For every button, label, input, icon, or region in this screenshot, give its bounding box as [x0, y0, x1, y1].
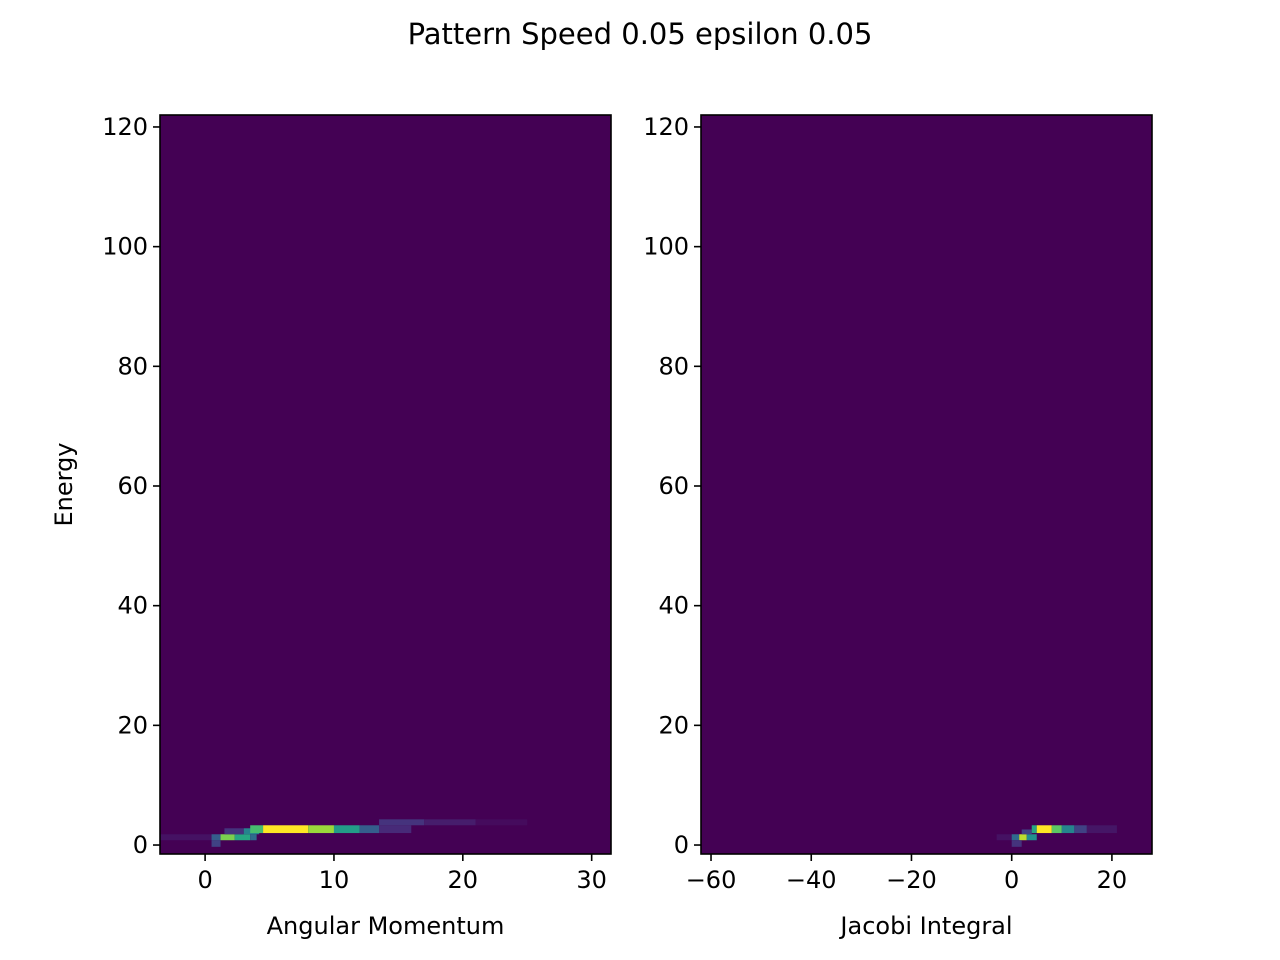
y-axis-label: Energy — [50, 442, 78, 526]
heatmap-cell — [211, 840, 221, 847]
y-tick-label: 0 — [133, 831, 148, 859]
y-tick-label: 100 — [643, 233, 689, 261]
axes-frame — [159, 114, 612, 855]
heatmap-cell — [220, 834, 235, 841]
heatmap-cell — [1074, 825, 1087, 834]
axes-frame — [700, 114, 1153, 855]
heatmap-background — [701, 115, 1152, 854]
x-tick-label: 0 — [197, 866, 212, 894]
heatmap-cell — [333, 825, 360, 834]
x-tick-label: −40 — [786, 866, 837, 894]
x-tick-label: 0 — [1004, 866, 1019, 894]
y-tick-label: 80 — [658, 352, 689, 380]
figure-suptitle: Pattern Speed 0.05 epsilon 0.05 — [408, 17, 873, 51]
y-tick-label: 100 — [102, 233, 148, 261]
x-tick-label: 20 — [1097, 866, 1128, 894]
x-tick-label: −60 — [686, 866, 737, 894]
heatmap-cell — [379, 819, 425, 826]
heatmap-cell — [160, 834, 212, 841]
y-tick-label: 120 — [643, 113, 689, 141]
heatmap-cell — [250, 825, 264, 834]
x-tick-label: 10 — [319, 866, 350, 894]
heatmap-cell — [250, 834, 257, 841]
y-tick-label: 120 — [102, 113, 148, 141]
heatmap-cell — [996, 834, 1012, 841]
x-tick-label: −20 — [886, 866, 937, 894]
heatmap-cell — [359, 825, 380, 834]
heatmap-cell — [1036, 825, 1052, 834]
y-tick-label: 80 — [117, 352, 148, 380]
heatmap-cell — [224, 828, 244, 835]
x-tick-label: 30 — [576, 866, 607, 894]
x-tick-label: 20 — [448, 866, 479, 894]
y-tick-label: 60 — [117, 472, 148, 500]
heatmap-cell — [1011, 840, 1022, 847]
subplot-1: 0 10 20 30 0 20 40 60 80 100 120 Angular Momentum En… — [50, 113, 612, 940]
heatmap-cell — [1031, 825, 1037, 834]
heatmap-background — [160, 115, 611, 854]
heatmap-cell — [1021, 829, 1032, 835]
x-axis-label: Jacobi Integral — [838, 912, 1012, 940]
y-tick-label: 40 — [658, 592, 689, 620]
y-tick-label: 60 — [658, 472, 689, 500]
heatmap-cell — [211, 834, 221, 841]
y-tick-label: 0 — [674, 831, 689, 859]
heatmap-cell — [379, 825, 412, 834]
heatmap-cells — [160, 819, 528, 847]
heatmap-cell — [1086, 825, 1117, 834]
subplot-panels: 0 10 20 30 0 20 40 60 80 100 120 Angular Momentum En… — [50, 113, 1153, 940]
heatmap-cell — [475, 819, 528, 826]
heatmap-cell — [308, 825, 334, 834]
heatmap-cell — [1019, 834, 1027, 841]
x-axis-label: Angular Momentum — [267, 912, 505, 940]
heatmap-cell — [1026, 834, 1037, 841]
heatmap-cell — [1051, 825, 1062, 834]
heatmap-cell — [234, 834, 251, 841]
heatmap-cells — [996, 825, 1117, 847]
heatmap-cell — [424, 819, 476, 826]
subplot-2: −60 −40 −20 0 20 0 20 40 60 80 100 120 Jacobi Integr… — [643, 113, 1153, 940]
heatmap-cell — [263, 825, 309, 834]
y-tick-label: 40 — [117, 592, 148, 620]
y-tick-label: 20 — [658, 711, 689, 739]
heatmap-cell — [1061, 825, 1075, 834]
y-tick-label: 20 — [117, 711, 148, 739]
heatmap-cell — [1011, 834, 1020, 841]
